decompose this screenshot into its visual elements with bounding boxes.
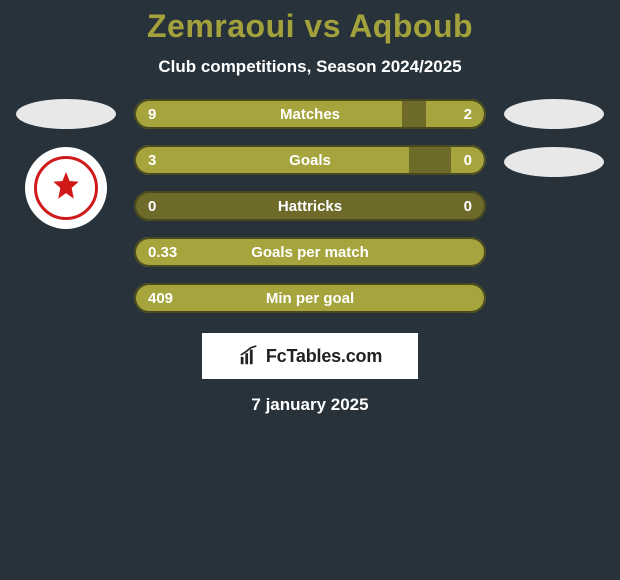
- brand-chart-icon: [238, 345, 260, 367]
- subtitle: Club competitions, Season 2024/2025: [0, 57, 620, 77]
- stat-bar: 409 Min per goal: [134, 283, 486, 313]
- club-badge-ring: [34, 156, 98, 220]
- stat-value-left: 0.33: [148, 244, 177, 261]
- club-badge-star-icon: [49, 169, 83, 208]
- stats-bars: 9 2 Matches 3 0 Goals 0 0 Hattricks 0.33 Goals per…: [134, 99, 486, 313]
- stat-bar: 9 2 Matches: [134, 99, 486, 129]
- stat-label: Goals: [289, 152, 331, 169]
- stat-bar: 0 0 Hattricks: [134, 191, 486, 221]
- stat-fill-left: [134, 99, 402, 129]
- right-player-slot: [504, 99, 604, 129]
- right-player-col: [504, 99, 604, 177]
- stat-value-right: 0: [464, 198, 472, 215]
- stat-label: Min per goal: [266, 290, 354, 307]
- stat-fill-left: [134, 145, 409, 175]
- stat-label: Hattricks: [278, 198, 342, 215]
- stat-bar: 0.33 Goals per match: [134, 237, 486, 267]
- left-player-col: [16, 99, 116, 229]
- stat-value-left: 3: [148, 152, 156, 169]
- stat-label: Goals per match: [251, 244, 369, 261]
- date-line: 7 january 2025: [0, 395, 620, 415]
- stat-value-left: 9: [148, 106, 156, 123]
- left-club-badge: [25, 147, 107, 229]
- left-player-slot: [16, 99, 116, 129]
- stat-value-right: 2: [464, 106, 472, 123]
- right-club-slot: [504, 147, 604, 177]
- stat-value-left: 0: [148, 198, 156, 215]
- infographic-container: Zemraoui vs Aqboub Club competitions, Se…: [0, 0, 620, 415]
- brand-box: FcTables.com: [202, 333, 418, 379]
- stat-fill-right: [426, 99, 486, 129]
- brand-text: FcTables.com: [266, 346, 382, 367]
- stat-value-left: 409: [148, 290, 173, 307]
- main-row: 9 2 Matches 3 0 Goals 0 0 Hattricks 0.33 Goals per…: [0, 99, 620, 313]
- stat-bar: 3 0 Goals: [134, 145, 486, 175]
- stat-value-right: 0: [464, 152, 472, 169]
- page-title: Zemraoui vs Aqboub: [0, 8, 620, 45]
- stat-label: Matches: [280, 106, 340, 123]
